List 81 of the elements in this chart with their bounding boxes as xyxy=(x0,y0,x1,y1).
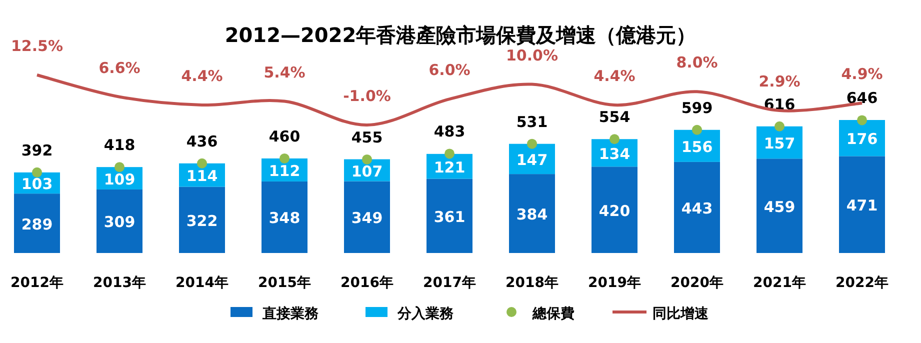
bar xyxy=(426,178,472,253)
legend-label: 分入業務 xyxy=(396,306,454,322)
data-label: 103 xyxy=(21,175,53,194)
x-tick-label: 2015年 xyxy=(258,275,311,291)
data-label: 107 xyxy=(351,162,383,180)
data-label: 471 xyxy=(846,196,878,215)
data-label: 322 xyxy=(186,212,218,230)
point xyxy=(197,158,207,168)
data-label: 459 xyxy=(764,198,796,216)
data-label: -1.0% xyxy=(343,87,391,105)
data-label: 121 xyxy=(434,158,466,176)
data-label: 289 xyxy=(21,215,53,234)
data-label: 176 xyxy=(846,130,878,148)
point xyxy=(857,115,867,126)
point xyxy=(362,154,372,164)
legend-label: 同比增速 xyxy=(652,306,710,322)
data-label: 6.6% xyxy=(98,58,140,77)
x-tick-label: 2022年 xyxy=(836,275,888,291)
point xyxy=(32,167,42,178)
data-label: 147 xyxy=(516,150,548,169)
data-label: 348 xyxy=(268,209,300,228)
text: 2012—2022年香港產險市場保費及增速（億港元） xyxy=(224,23,696,47)
data-label: 436 xyxy=(186,132,218,150)
bar xyxy=(839,156,885,253)
data-label: 112 xyxy=(268,162,300,180)
point xyxy=(692,124,702,135)
x-tick-label: 2017年 xyxy=(423,275,476,291)
x-tick-label: 2021年 xyxy=(753,275,806,291)
legend-label: 總保費 xyxy=(532,306,574,322)
data-label: 349 xyxy=(351,209,383,228)
bar xyxy=(592,166,638,253)
data-label: 599 xyxy=(681,98,713,117)
data-label: 392 xyxy=(21,141,53,160)
data-label: 443 xyxy=(681,199,713,218)
data-label: 157 xyxy=(764,134,796,153)
data-label: 5.4% xyxy=(264,63,306,82)
point xyxy=(114,162,124,172)
x-tick-label: 2018年 xyxy=(506,275,558,291)
data-label: 309 xyxy=(104,213,136,232)
data-label: 10.0% xyxy=(506,46,558,64)
point xyxy=(527,138,537,149)
point xyxy=(444,148,454,159)
data-label: 420 xyxy=(598,202,630,220)
data-label: 646 xyxy=(846,89,878,108)
data-label: 418 xyxy=(104,136,136,154)
x-tick-label: 2013年 xyxy=(93,275,146,291)
point xyxy=(280,153,290,164)
x-tick-label: 2012年 xyxy=(10,275,64,291)
data-label: 531 xyxy=(516,112,548,131)
data-label: 12.5% xyxy=(10,37,64,55)
bar xyxy=(674,162,720,253)
legend-label: 直接業務 xyxy=(262,305,320,322)
data-label: 455 xyxy=(351,128,383,146)
data-label: 483 xyxy=(434,122,466,141)
data-label: 8.0% xyxy=(676,54,718,72)
data-label: 156 xyxy=(681,138,713,156)
data-label: 554 xyxy=(598,108,630,126)
data-label: 134 xyxy=(598,144,630,163)
data-label: 109 xyxy=(104,170,136,188)
data-label: 4.4% xyxy=(181,67,223,85)
bar xyxy=(756,158,802,253)
x-tick-label: 2016年 xyxy=(340,275,394,291)
data-label: 2.9% xyxy=(758,72,800,91)
data-label: 4.9% xyxy=(841,65,883,84)
bar xyxy=(509,174,555,253)
x-tick-label: 2020年 xyxy=(670,275,724,291)
bar xyxy=(179,186,225,253)
data-label: 361 xyxy=(434,208,466,226)
bar xyxy=(14,194,60,253)
x-tick-label: 2014年 xyxy=(176,275,228,291)
point xyxy=(774,121,784,132)
data-label: 4.4% xyxy=(594,67,636,85)
x-tick-label: 2019年 xyxy=(588,275,641,291)
bar xyxy=(262,181,308,253)
bar xyxy=(344,181,390,253)
bar xyxy=(96,189,142,253)
data-label: 114 xyxy=(186,167,218,186)
point xyxy=(610,134,620,144)
data-label: 384 xyxy=(516,206,548,224)
data-label: 6.0% xyxy=(428,61,470,80)
data-label: 460 xyxy=(268,127,300,146)
